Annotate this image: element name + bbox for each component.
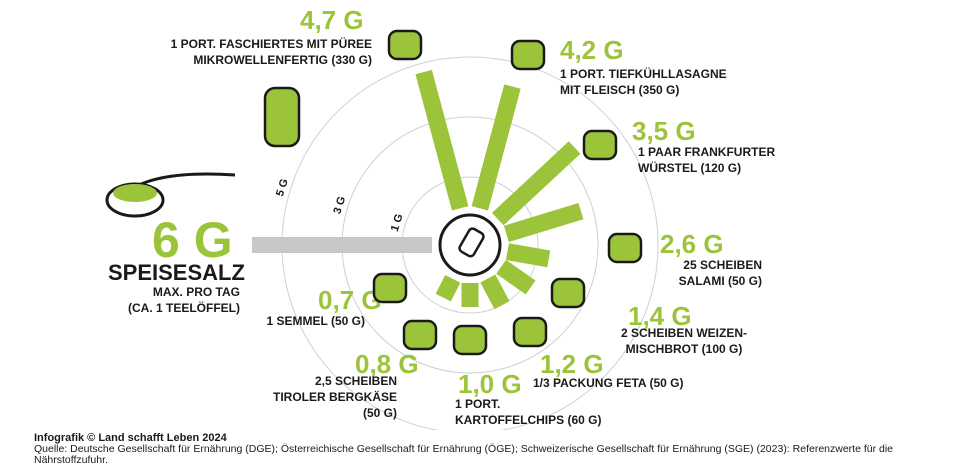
category-label: SALAMI (50 G) [679,274,762,288]
category-label: 1 PAAR FRANKFURTER [638,145,775,159]
category-label: MIKROWELLENFERTIG (330 G) [193,53,372,67]
category-label: 2 SCHEIBEN WEIZEN- [621,326,747,340]
food-icon [514,318,546,346]
category-label: 1 SEMMEL (50 G) [267,314,365,328]
category-label: WÜRSTEL (120 G) [638,160,741,175]
category-label: (50 G) [363,406,397,420]
value-label: 2,6 G [660,229,724,259]
food-icon [389,31,421,59]
category-label: 1 PORT. [455,397,500,411]
food-icon [454,326,486,354]
bar [480,87,513,209]
category-label: 25 SCHEIBEN [683,258,762,272]
food-icon [584,131,616,159]
page: 1 G3 G5 G6 GSPEISESALZMAX. PRO TAG(CA. 1… [0,0,955,475]
value-label: 1,0 G [458,369,522,399]
category-label: 1/3 PACKUNG FETA (50 G) [533,376,683,390]
value-label: 3,5 G [632,116,696,146]
food-icon [552,279,584,307]
food-icon [512,41,544,69]
reference-note: (CA. 1 TEELÖFFEL) [128,300,240,315]
footer: Infografik © Land schafft Leben 2024 Que… [34,433,944,466]
bar [507,252,548,259]
food-icon [609,234,641,262]
category-label: KARTOFFELCHIPS (60 G) [455,413,601,427]
category-label: MISCHBROT (100 G) [626,342,743,356]
value-label: 4,2 G [560,35,624,65]
spoon-icon [107,174,235,216]
category-label: 2,5 SCHEIBEN [315,374,397,388]
category-label: TIROLER BERGKÄSE [273,389,397,404]
category-label: 1 PORT. TIEFKÜHLLASAGNE [560,66,727,81]
reference-note: MAX. PRO TAG [153,285,240,299]
bar [506,211,581,234]
reference-title: SPEISESALZ [108,260,245,285]
value-label: 4,7 G [300,5,364,35]
tick-label: 1 G [389,212,406,233]
source: Quelle: Deutsche Gesellschaft für Ernähr… [34,443,893,466]
reference-bar [252,237,432,253]
value-label: 1,2 G [540,349,604,379]
bar [488,279,502,305]
category-label: MIT FLEISCH (350 G) [560,83,679,97]
bar [501,267,530,288]
bar [424,72,460,208]
pork-chop-icon [265,88,299,146]
value-label: 0,7 G [318,285,382,315]
bar [443,279,453,298]
food-icon [374,274,406,302]
category-label: 1 PORT. FASCHIERTES MIT PÜREE [171,36,372,51]
food-icon [404,321,436,349]
